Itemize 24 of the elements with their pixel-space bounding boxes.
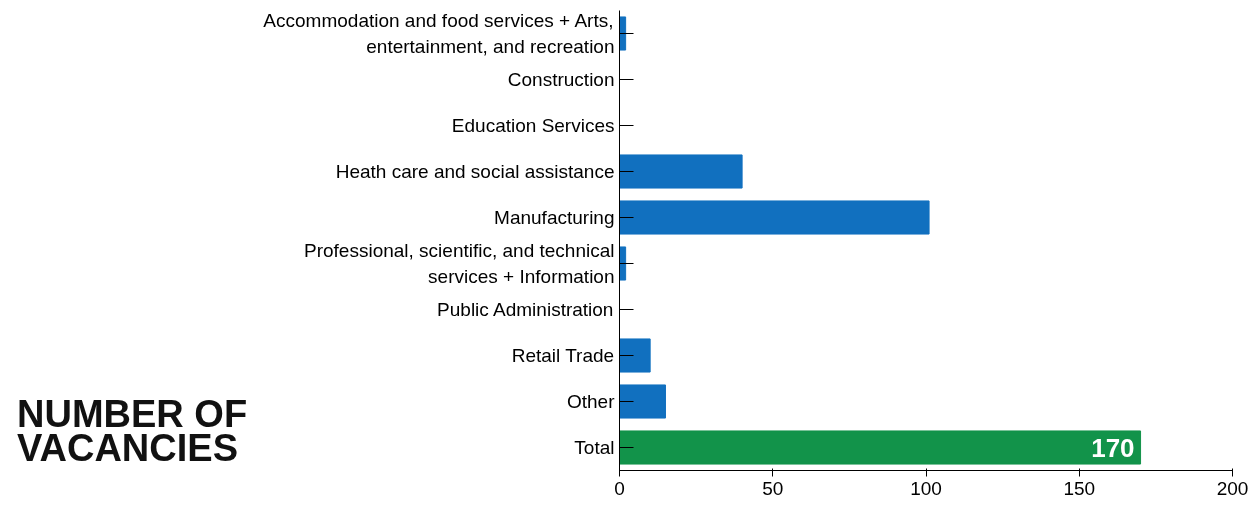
bar (619, 338, 651, 373)
bar (619, 246, 627, 281)
y-tick-label: Total (574, 437, 615, 458)
x-tick-label: 100 (910, 477, 942, 499)
y-tick-label: Heath care and social assistance (335, 161, 615, 182)
bar (619, 384, 666, 419)
y-tick-label: Retail Trade (511, 345, 615, 366)
x-tick-label: 200 (1216, 477, 1249, 499)
y-tick-label: Construction (507, 69, 615, 90)
y-tick-label: Professional, scientific, and technical services + Information (304, 240, 615, 287)
y-tick-label: Manufacturing (494, 207, 615, 228)
bar (619, 16, 627, 51)
text: NUMBER OF VACANCIES (17, 393, 248, 470)
bar (619, 154, 743, 189)
y-tick-label: Public Administration (437, 299, 614, 320)
data-label: 170 (1091, 432, 1135, 463)
y-tick-label: Education Services (451, 115, 615, 136)
x-tick-label: 50 (762, 477, 784, 499)
x-tick-label: 150 (1063, 477, 1096, 499)
y-tick-label: Other (566, 391, 616, 412)
x-tick-label: 0 (614, 477, 625, 499)
bar (619, 430, 1142, 465)
bar (619, 200, 930, 235)
y-tick-label: Accommodation and food services + Arts, entertainment, and recreation (263, 10, 615, 57)
